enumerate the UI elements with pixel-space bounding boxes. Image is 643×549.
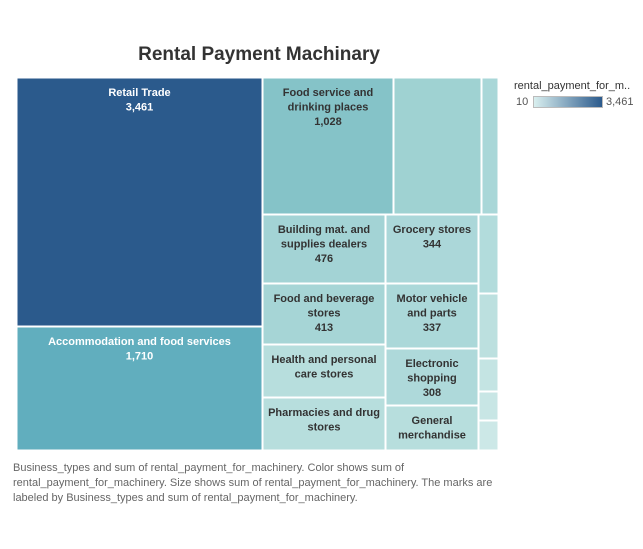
treemap-tile-retail-trade[interactable] — [16, 77, 263, 327]
chart-caption: Business_types and sum of rental_payment… — [13, 462, 493, 504]
tile-label-food-service-and-drinking-places: drinking places — [288, 102, 369, 114]
tile-label-motor-vehicle-and-parts: and parts — [407, 308, 457, 320]
tile-value-label-accommodation-and-food-services: 1,710 — [126, 351, 154, 363]
treemap-tile-pharmacies-and-drug-stores[interactable] — [262, 397, 386, 451]
tile-label-pharmacies-and-drug-stores: Pharmacies and drug — [268, 407, 380, 419]
tile-label-health-and-personal-care-stores: care stores — [295, 369, 354, 381]
legend-min-label: 10 — [516, 96, 529, 108]
tile-value-label-electronic-shopping: 308 — [423, 387, 441, 399]
treemap-tile-other-1[interactable] — [481, 77, 499, 215]
tile-label-accommodation-and-food-services: Accommodation and food services — [48, 336, 231, 348]
tile-label-building-mat-and-supplies-dealers: Building mat. and — [278, 224, 370, 236]
treemap-tile-accommodation-and-food-services[interactable] — [16, 326, 263, 451]
tile-value-label-food-service-and-drinking-places: 1,028 — [314, 116, 342, 128]
treemap-tile-electronic-shopping[interactable] — [385, 348, 479, 406]
legend-title: rental_payment_for_m.. — [514, 80, 631, 92]
treemap-tile-other-4[interactable] — [478, 358, 499, 392]
tile-label-electronic-shopping: shopping — [407, 373, 457, 385]
tile-label-health-and-personal-care-stores: Health and personal — [271, 354, 376, 366]
treemap-tile-other-5[interactable] — [478, 391, 499, 421]
treemap-tile-food-service-and-drinking-places[interactable] — [262, 77, 394, 215]
tile-label-general-merchandise: General — [412, 415, 453, 427]
treemap-tile-building-mat-and-supplies-dealers[interactable] — [262, 214, 386, 284]
tile-label-motor-vehicle-and-parts: Motor vehicle — [397, 293, 468, 305]
legend-color-bar — [533, 96, 603, 108]
legend-max-label: 3,461 — [606, 96, 634, 108]
treemap-tile-health-and-personal-care-stores[interactable] — [262, 344, 386, 398]
treemap-tile-other-3[interactable] — [478, 293, 499, 359]
tile-label-food-and-beverage-stores: Food and beverage — [274, 293, 375, 305]
tile-label-general-merchandise: merchandise — [398, 430, 466, 442]
treemap-tile-other-0[interactable] — [393, 77, 482, 215]
tile-label-food-and-beverage-stores: stores — [307, 308, 340, 320]
treemap-tile-food-and-beverage-stores[interactable] — [262, 283, 386, 345]
tile-value-label-grocery-stores: 344 — [423, 239, 442, 251]
tile-value-label-food-and-beverage-stores: 413 — [315, 322, 333, 334]
tile-value-label-retail-trade: 3,461 — [126, 102, 154, 114]
treemap-tile-general-merchandise[interactable] — [385, 405, 479, 451]
treemap-tile-other-2[interactable] — [478, 214, 499, 294]
treemap-tile-other-6[interactable] — [478, 420, 499, 451]
treemap-tile-grocery-stores[interactable] — [385, 214, 479, 284]
tile-value-label-building-mat-and-supplies-dealers: 476 — [315, 253, 333, 265]
tile-label-electronic-shopping: Electronic — [405, 358, 458, 370]
tile-value-label-motor-vehicle-and-parts: 337 — [423, 322, 441, 334]
treemap-tile-motor-vehicle-and-parts[interactable] — [385, 283, 479, 349]
tile-label-retail-trade: Retail Trade — [108, 87, 170, 99]
tile-label-grocery-stores: Grocery stores — [393, 224, 471, 236]
tile-label-building-mat-and-supplies-dealers: supplies dealers — [281, 239, 367, 251]
tile-label-pharmacies-and-drug-stores: stores — [307, 422, 340, 434]
tile-label-food-service-and-drinking-places: Food service and — [283, 87, 373, 99]
chart-title: Rental Payment Machinary — [138, 44, 380, 65]
